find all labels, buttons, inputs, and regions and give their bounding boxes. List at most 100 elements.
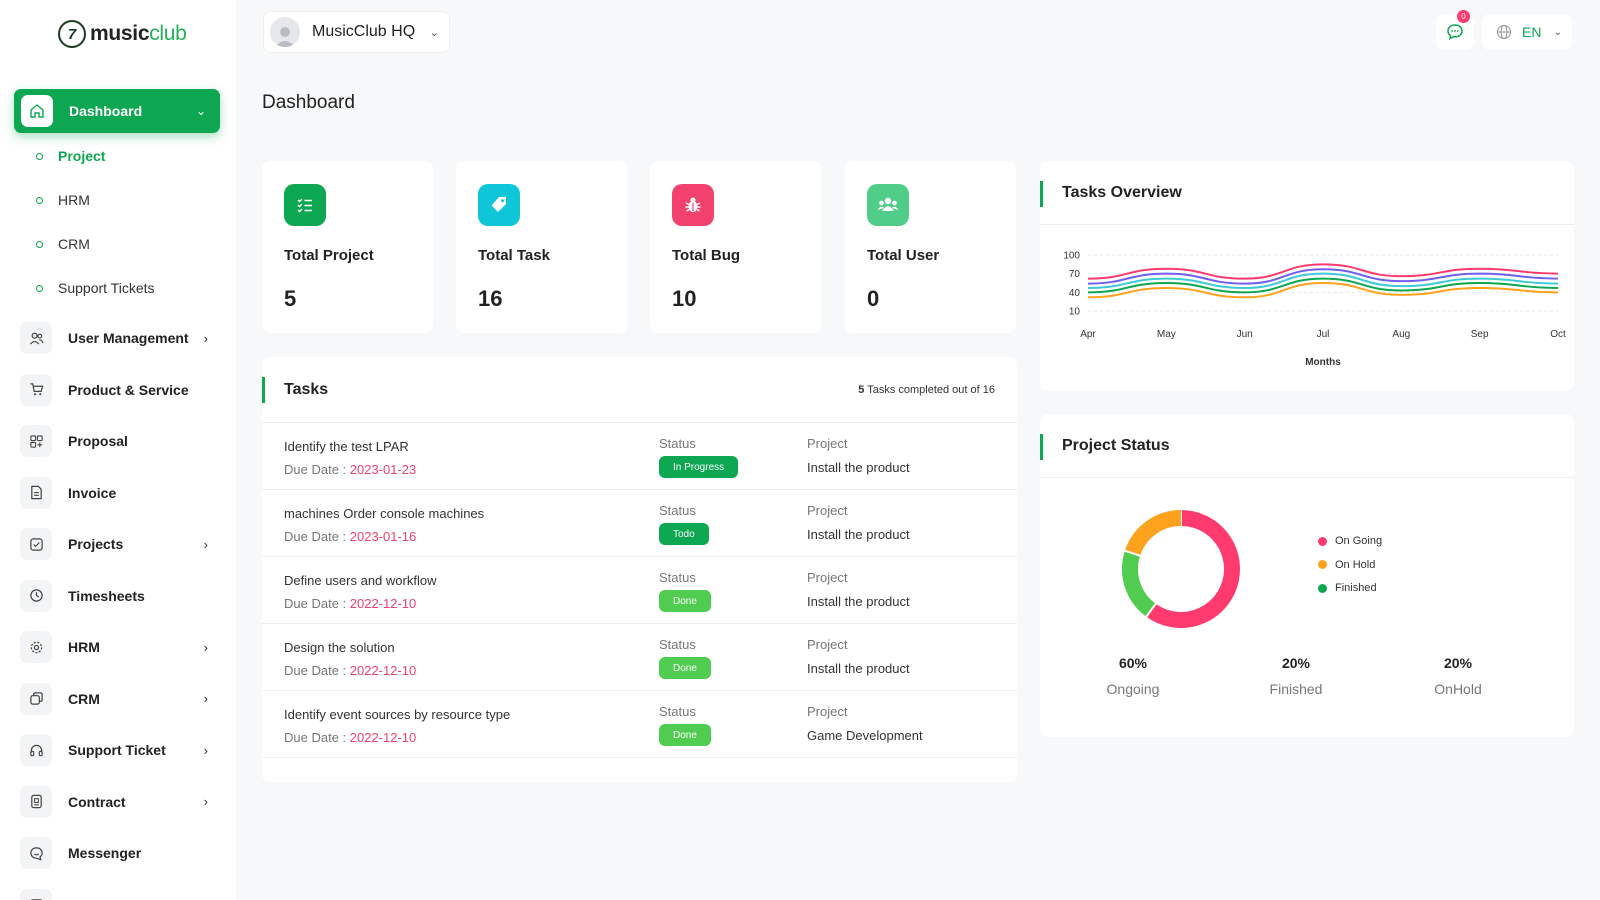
legend-item[interactable]: On Going — [1318, 535, 1382, 547]
project-status-card: Project Status — [1040, 414, 1574, 737]
sidebar-subitem-label: CRM — [58, 236, 90, 252]
legend-dot-icon — [1318, 560, 1327, 569]
sidebar-subitem-support-tickets[interactable]: Support Tickets — [36, 280, 155, 296]
task-name: Identify the test LPAR — [284, 439, 409, 454]
task-due-date: Due Date : 2023-01-23 — [284, 462, 416, 477]
sidebar-item-hrm[interactable]: HRM › — [20, 629, 216, 665]
y-tick-label: 40 — [1069, 288, 1081, 299]
chevron-down-icon: ⌄ — [1553, 26, 1562, 38]
sidebar-subitem-project[interactable]: Project — [36, 148, 105, 164]
task-due-date: Due Date : 2023-01-16 — [284, 529, 416, 544]
x-tick-label: Oct — [1550, 329, 1566, 340]
sidebar-item-label: Projects — [68, 536, 124, 552]
page-title: Dashboard — [262, 92, 355, 113]
tasks-completed-count: 5 — [858, 383, 865, 396]
legend-item[interactable]: On Hold — [1318, 559, 1375, 571]
due-date-label: Due Date : — [284, 663, 350, 678]
sidebar-item-label: Product & Service — [68, 381, 189, 398]
sidebar-item-dashboard[interactable]: Dashboard ⌄ — [14, 89, 220, 133]
sidebar-subitem-crm[interactable]: CRM — [36, 236, 90, 252]
bullet-icon — [36, 284, 43, 292]
stat-card-total-task[interactable]: Total Task 16 — [456, 161, 627, 333]
workspace-select[interactable]: MusicClub HQ ⌄ — [263, 11, 450, 53]
sidebar-item-invoice[interactable]: Invoice — [20, 475, 216, 511]
project-label: Project — [807, 436, 848, 451]
task-row[interactable]: Identify event sources by resource type D… — [262, 691, 1017, 758]
task-row[interactable]: Define users and workflow Due Date : 2022… — [262, 557, 1017, 624]
sidebar-item-proposal[interactable]: Proposal — [20, 423, 216, 459]
project-label: Project — [807, 704, 848, 719]
sidebar-item-label: User Management — [68, 330, 189, 346]
sidebar-item-label: Dashboard — [69, 103, 143, 119]
status-badge: In Progress — [659, 456, 739, 478]
legend-dot-icon — [1318, 583, 1327, 593]
sidebar-item-crm[interactable]: CRM › — [20, 681, 216, 717]
logo-mark-icon: 7 — [58, 20, 86, 48]
cart-icon — [20, 373, 52, 406]
language-select[interactable]: EN ⌄ — [1482, 14, 1572, 50]
chevron-right-icon: › — [203, 639, 208, 655]
donut-slice-on-going — [1146, 510, 1240, 628]
x-tick-label: Aug — [1392, 329, 1410, 340]
sidebar-item-product-service[interactable]: Product & Service — [20, 372, 216, 408]
x-tick-label: Sep — [1471, 329, 1489, 340]
task-due-date: Due Date : 2022-12-10 — [284, 730, 416, 745]
chevron-right-icon: › — [203, 742, 208, 758]
sidebar-subitem-hrm[interactable]: HRM — [36, 192, 90, 208]
status-percent-label: Ongoing — [1106, 681, 1160, 697]
contract-icon — [20, 785, 52, 818]
series-line-2 — [1087, 272, 1559, 289]
project-label: Project — [807, 637, 848, 652]
sidebar-item-label: Proposal — [68, 433, 128, 449]
x-tick-label: Jul — [1317, 329, 1330, 340]
stat-value: 5 — [284, 286, 297, 311]
task-row[interactable]: Identify the test LPAR Due Date : 2023-01… — [262, 423, 1017, 490]
sidebar-item-projects[interactable]: Projects › — [20, 526, 216, 562]
home-icon — [21, 95, 53, 127]
legend-item[interactable]: Finished — [1318, 582, 1377, 594]
task-row[interactable]: Design the solution Due Date : 2022-12-10… — [262, 624, 1017, 691]
accent-bar — [1040, 434, 1043, 460]
series-line-0 — [1087, 263, 1559, 280]
project-label: Project — [807, 570, 848, 585]
stat-card-total-bug[interactable]: Total Bug 10 — [650, 161, 821, 333]
due-date-label: Due Date : — [284, 529, 350, 544]
sidebar-item-label: Contract — [68, 793, 126, 810]
sidebar-item-label: Invoice — [68, 484, 117, 501]
status-label: Status — [659, 503, 696, 518]
stat-value: 10 — [672, 286, 697, 311]
sidebar-item-contract[interactable]: Contract › — [20, 784, 216, 820]
project-name: Install the product — [807, 661, 910, 676]
sidebar-subitem-label: HRM — [58, 192, 90, 208]
tasks-card: Tasks 5 Tasks completed out of 16 Identi… — [262, 357, 1017, 782]
donut-slice-on-hold — [1124, 510, 1182, 557]
due-date-value: 2022-12-10 — [349, 663, 417, 678]
task-row[interactable]: machines Order console machines Due Date … — [262, 490, 1017, 557]
status-label: Status — [659, 704, 696, 719]
status-badge: Done — [659, 724, 711, 746]
sidebar-item-assets[interactable]: Assets — [20, 887, 216, 900]
task-name: Define users and workflow — [284, 573, 437, 588]
project-status-donut — [1122, 509, 1240, 628]
avatar — [270, 17, 300, 47]
sidebar-item-messenger[interactable]: Messenger — [20, 835, 216, 871]
status-label: Status — [659, 637, 696, 652]
y-tick-label: 70 — [1069, 269, 1081, 280]
brand-logo[interactable]: 7 musicclub — [58, 20, 187, 48]
stat-card-total-project[interactable]: Total Project 5 — [262, 161, 433, 333]
list-check-icon — [284, 184, 326, 226]
invoice-icon — [20, 476, 52, 509]
x-tick-label: Apr — [1080, 329, 1096, 340]
gear-icon — [20, 631, 52, 663]
stat-card-total-user[interactable]: Total User 0 — [845, 161, 1016, 333]
y-tick-label: 100 — [1063, 251, 1080, 262]
assets-icon — [20, 888, 52, 900]
status-badge: Done — [659, 590, 711, 612]
stat-title: Total User — [867, 247, 940, 264]
sidebar-item-timesheets[interactable]: Timesheets — [20, 578, 216, 614]
sidebar-item-user-management[interactable]: User Management › — [20, 320, 216, 356]
sidebar-item-support-ticket[interactable]: Support Ticket › — [20, 732, 216, 768]
messages-button[interactable]: 0 — [1436, 10, 1474, 50]
stat-title: Total Bug — [672, 247, 741, 264]
tasks-card-header: Tasks 5 Tasks completed out of 16 — [262, 357, 1017, 423]
